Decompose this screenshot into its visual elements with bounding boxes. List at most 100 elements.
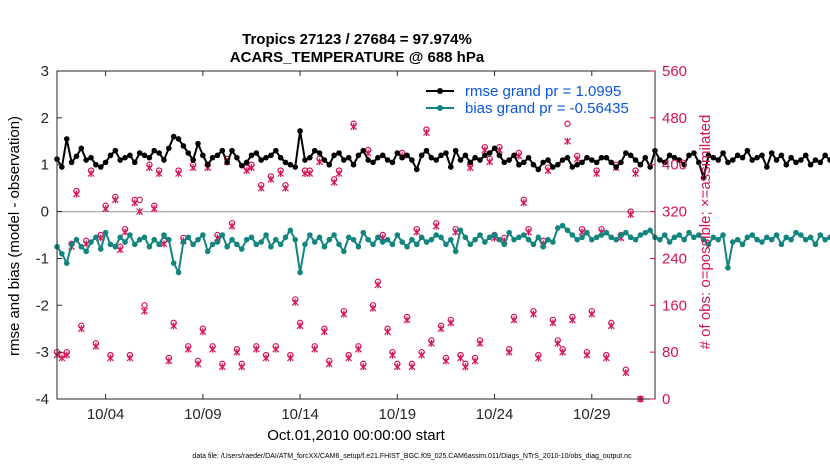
series-point-bias [423, 239, 430, 245]
obs-assimilated-marker [77, 325, 85, 333]
series-point-rmse [200, 152, 206, 159]
x-tick-label: 10/29 [573, 406, 611, 423]
series-point-rmse [185, 150, 192, 156]
series-point-rmse [161, 157, 167, 163]
series-point-bias [170, 260, 177, 266]
obs-assimilated-marker [340, 310, 348, 318]
series-point-rmse [603, 154, 610, 161]
legend-rmse-marker [437, 88, 443, 94]
series-point-bias [248, 234, 255, 241]
series-point-bias [793, 229, 799, 236]
series-point-rmse [491, 145, 498, 152]
series-point-rmse [97, 164, 104, 170]
series-point-rmse [102, 159, 109, 166]
series-point-rmse [691, 150, 697, 156]
series-point-bias [691, 234, 697, 241]
series-point-rmse [812, 157, 819, 163]
y-axis-label-left: rmse and bias (model - observation) [6, 116, 23, 356]
obs-assimilated-marker [252, 345, 260, 353]
series-point-rmse [238, 162, 245, 169]
series-point-rmse [525, 154, 532, 161]
y-right-tick-label: 160 [662, 297, 687, 314]
series-point-bias [773, 232, 780, 238]
series-point-rmse [448, 164, 454, 170]
obs-assimilated-marker [359, 363, 367, 371]
series-point-rmse [725, 159, 731, 166]
obs-assimilated-marker [384, 328, 392, 336]
series-point-rmse [399, 154, 405, 161]
series-point-rmse [764, 164, 770, 170]
series-point-bias [229, 236, 235, 243]
series-point-bias [68, 241, 75, 248]
series-point-rmse [486, 150, 493, 156]
obs-assimilated-marker [306, 170, 314, 177]
series-point-bias [209, 241, 216, 248]
series-point-bias [486, 234, 493, 241]
series-point-bias [102, 229, 109, 236]
obs-assimilated-marker [316, 158, 323, 166]
series-point-rmse [520, 159, 527, 166]
obs-assimilated-marker [393, 363, 401, 371]
series-point-rmse [618, 159, 624, 166]
series-point-bias [404, 243, 410, 250]
obs-assimilated-marker [73, 190, 80, 198]
series-point-rmse [574, 161, 581, 168]
series-point-rmse [78, 145, 85, 152]
obs-assimilated-marker [520, 199, 528, 207]
series-point-bias [175, 269, 182, 276]
series-point-bias [389, 241, 396, 248]
y-axis-label-right: # of obs: o=possible; ×=assimilated [697, 115, 714, 350]
y-left-tick-label: -1 [36, 250, 49, 267]
obs-possible-marker [564, 120, 571, 127]
series-point-bias [180, 239, 187, 245]
series-point-bias [214, 239, 221, 245]
series-point-rmse [297, 128, 303, 134]
series-point-bias [535, 234, 542, 241]
series-point-rmse [370, 159, 376, 166]
series-point-rmse [418, 152, 425, 159]
series-point-bias [511, 236, 517, 243]
series-point-bias [384, 236, 391, 243]
series-point-bias [676, 232, 683, 238]
series-point-bias [161, 232, 167, 238]
obs-assimilated-marker [554, 339, 562, 347]
obs-assimilated-marker [184, 345, 192, 353]
series-point-bias [695, 232, 702, 238]
series-point-bias [613, 236, 619, 243]
series-point-bias [272, 236, 279, 243]
obs-assimilated-marker [427, 339, 435, 347]
obs-assimilated-marker [257, 184, 265, 192]
obs-assimilated-marker [602, 354, 610, 362]
series-point-bias [268, 243, 274, 250]
series-point-rmse [710, 154, 717, 161]
series-point-bias [462, 234, 469, 241]
obs-assimilated-marker [58, 354, 66, 362]
obs-assimilated-marker [350, 123, 357, 131]
series-point-bias [574, 236, 581, 243]
obs-assimilated-marker [583, 351, 591, 359]
series-point-rmse [413, 166, 420, 173]
series-point-rmse [311, 147, 318, 154]
series-point-rmse [190, 157, 196, 163]
legend-bias-label: bias grand pr = -0.56435 [465, 100, 629, 117]
obs-assimilated-marker [267, 175, 275, 183]
series-point-bias [637, 232, 644, 238]
series-point-bias [122, 239, 128, 245]
series-point-bias [190, 241, 196, 248]
obs-assimilated-marker [452, 228, 460, 236]
series-point-bias [530, 241, 537, 248]
series-point-bias [754, 236, 760, 243]
series-point-bias [302, 241, 308, 248]
chart-title-line1: Tropics 27123 / 27684 = 97.974% [242, 31, 472, 48]
series-point-bias [345, 234, 352, 241]
series-point-rmse [506, 157, 512, 163]
series-point-rmse [428, 154, 435, 161]
y-left-tick-label: 2 [41, 110, 49, 127]
series-point-rmse [783, 161, 790, 168]
series-point-rmse [263, 154, 269, 161]
series-point-rmse [671, 154, 678, 161]
obs-assimilated-marker [549, 319, 557, 327]
y-right-tick-label: 240 [662, 250, 687, 267]
series-point-bias [778, 241, 785, 248]
obs-assimilated-marker [218, 363, 226, 371]
